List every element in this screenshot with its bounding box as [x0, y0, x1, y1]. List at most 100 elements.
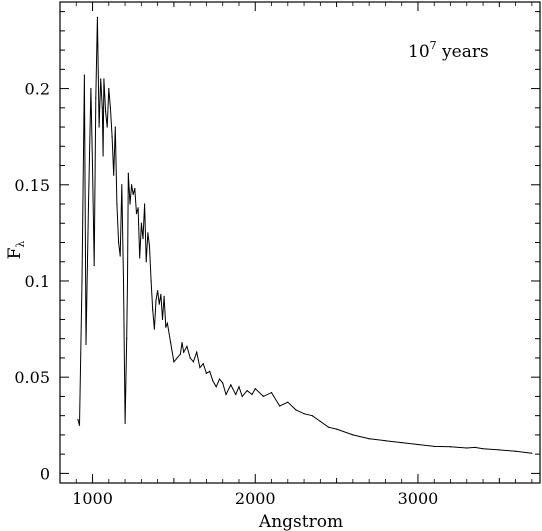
spectrum-data-point — [498, 449, 500, 451]
spectrum-data-point — [157, 290, 159, 292]
spectrum-data-point — [384, 440, 387, 442]
spectrum-data-point — [474, 446, 476, 449]
spectrum-data-point — [108, 87, 110, 90]
age-annotation-suffix: years — [437, 42, 489, 62]
spectrum-data-point — [482, 448, 484, 450]
spectrum-data-point — [155, 299, 157, 301]
spectrum-data-point — [139, 257, 141, 259]
spectrum-data-point — [246, 390, 248, 392]
spectrum-data-point — [148, 245, 151, 247]
spectrum-data-point — [113, 174, 115, 176]
spectrum-data-point — [77, 418, 79, 421]
spectrum-data-point — [152, 309, 154, 311]
spectrum-data-point — [161, 318, 164, 321]
spectrum-data-point — [134, 188, 136, 190]
spectrum-data-point — [111, 136, 113, 138]
spectrum-data-point — [303, 413, 305, 415]
y-tick-label: 0 — [40, 464, 50, 483]
spectrum-data-point — [262, 395, 264, 398]
spectrum-data-point — [531, 452, 533, 454]
spectrum-data-point — [116, 203, 118, 205]
spectrum-data-point — [189, 357, 191, 359]
y-axis-label: Fλ — [5, 241, 27, 260]
spectrum-data-point — [181, 341, 183, 344]
spectrum-data-point — [129, 203, 131, 205]
x-tick-label: 2000 — [235, 489, 276, 508]
spectrum-data-point — [166, 322, 168, 324]
spectrum-data-point — [91, 164, 94, 167]
spectrum-series-points — [77, 16, 533, 454]
spectrum-series-line — [77, 17, 532, 454]
spectrum-data-point — [135, 213, 138, 215]
spectrum-data-point — [130, 184, 133, 186]
spectrum-data-point — [126, 280, 129, 282]
spectrum-data-point — [202, 363, 204, 365]
spectrum-data-point — [142, 238, 144, 240]
x-axis-tick-labels: 1000 2000 3000 — [72, 489, 438, 508]
spectrum-data-point — [241, 395, 243, 398]
spectrum-data-point — [196, 351, 198, 353]
spectrum-data-point — [270, 391, 273, 394]
spectrum-data-point — [254, 388, 256, 390]
spectrum-data-point — [368, 438, 370, 440]
spectrum-data-point — [132, 193, 134, 195]
x-tick-label: 1000 — [72, 489, 113, 508]
spectrum-data-point — [186, 345, 188, 347]
spectrum-data-point — [150, 280, 152, 282]
y-tick-label: 0.05 — [14, 368, 50, 387]
spectrum-data-point — [336, 428, 338, 430]
age-annotation-base: 10 — [408, 42, 430, 62]
spectrum-data-point — [126, 338, 128, 340]
spectrum-data-point — [165, 326, 167, 328]
spectrum-data-point — [230, 384, 232, 386]
spectrum-data-point — [140, 222, 142, 224]
spectrum-data-point — [102, 155, 104, 157]
spectrum-data-point — [433, 445, 435, 448]
spectrum-data-point — [153, 328, 155, 330]
spectrum-data-point — [121, 184, 123, 186]
spectrum-data-point — [209, 370, 211, 373]
spectrum-data-point — [183, 351, 185, 353]
spectrum-data-point — [100, 78, 102, 80]
age-annotation: 107 years — [408, 39, 489, 62]
spectrum-data-point — [122, 280, 125, 282]
x-tick-label: 3000 — [398, 489, 439, 508]
spectrum-data-point — [319, 420, 321, 423]
spectrum-data-point — [215, 386, 217, 388]
spectrum-data-point — [176, 357, 178, 359]
spectrum-data-point — [251, 393, 253, 396]
x-axis-label: Angstrom — [258, 512, 343, 531]
spectrum-data-point — [78, 424, 81, 426]
spectrum-data-point — [137, 207, 139, 209]
spectrum-data-point — [96, 16, 99, 18]
spectrum-data-point — [173, 361, 175, 363]
y-tick-label: 0.2 — [25, 80, 50, 99]
y-tick-label: 0.15 — [14, 176, 50, 195]
spectrum-data-point — [109, 107, 112, 109]
spectrum-data-point — [327, 426, 330, 428]
spectrum-data-point — [95, 97, 97, 99]
spectrum-data-point — [127, 172, 129, 174]
spectrum-data-point — [104, 111, 107, 113]
spectrum-data-point — [90, 87, 92, 90]
spectrum-data-point — [295, 409, 297, 411]
spectrum-data-point — [199, 366, 201, 369]
spectrum-data-point — [119, 255, 121, 257]
y-axis-label-subscript: λ — [14, 241, 27, 248]
spectrum-data-point — [417, 443, 419, 446]
spectrum-data-point — [466, 447, 468, 449]
spectrum-data-point — [163, 295, 165, 297]
spectrum-data-point — [98, 126, 100, 128]
y-tick-label: 0.1 — [25, 272, 50, 291]
spectrum-data-point — [222, 382, 224, 384]
spectrum-data-point — [81, 280, 83, 282]
age-annotation-exponent: 7 — [430, 39, 437, 52]
spectrum-data-point — [205, 372, 208, 374]
spectrum-data-point — [179, 353, 182, 355]
spectrum-data-point — [158, 303, 160, 305]
spectrum-data-point — [101, 107, 103, 109]
spectrum-data-point — [106, 126, 108, 128]
spectrum-data-point — [225, 393, 227, 396]
spectrum-data-point — [87, 203, 90, 205]
